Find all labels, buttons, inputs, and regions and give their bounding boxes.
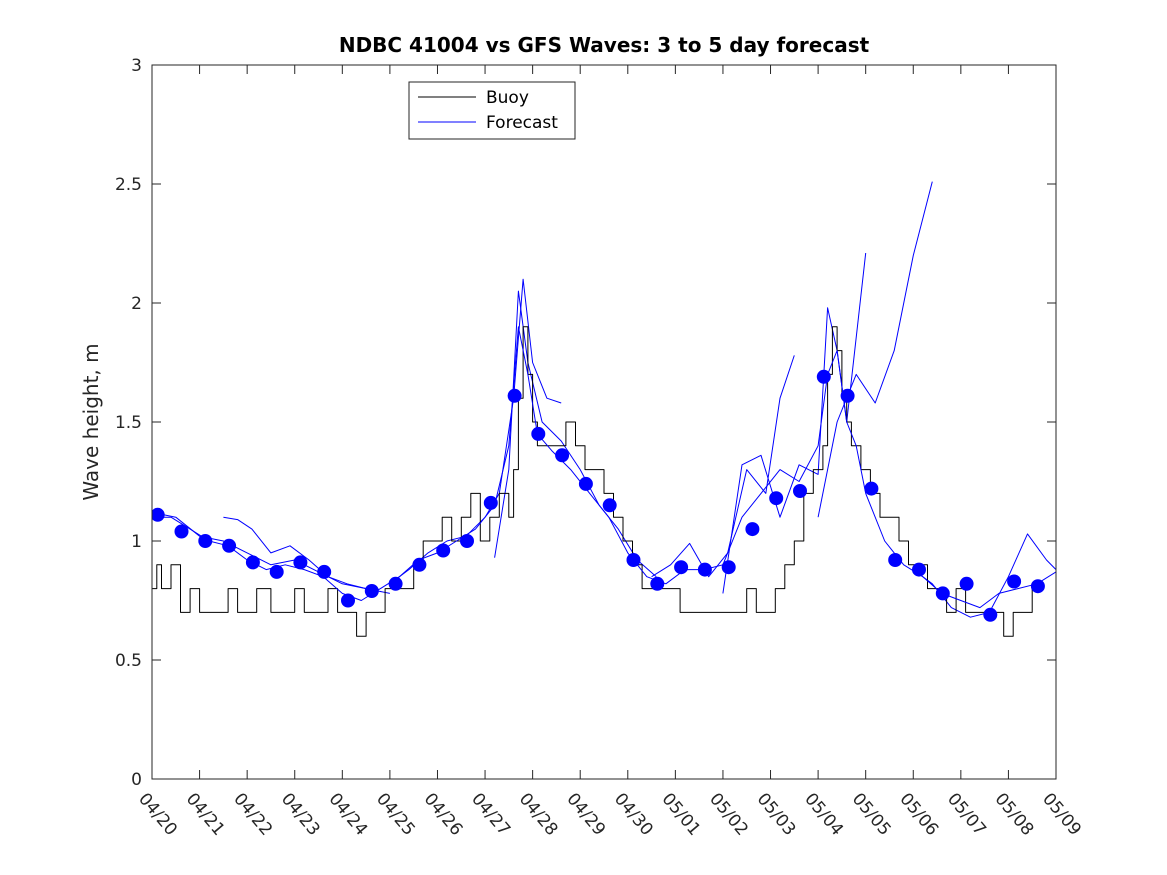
forecast-point [1030, 579, 1045, 594]
y-tick-label: 0.5 [115, 651, 142, 671]
y-tick-label: 2 [131, 294, 142, 314]
forecast-point [578, 476, 593, 491]
forecast-point [555, 448, 570, 463]
y-tick-label: 2.5 [115, 175, 142, 195]
forecast-point [840, 388, 855, 403]
forecast-point [507, 388, 522, 403]
forecast-point [912, 562, 926, 577]
legend-forecast-label: Forecast [486, 113, 558, 133]
forecast-point [436, 543, 451, 558]
forecast-point [364, 584, 379, 598]
forecast-point [697, 562, 712, 577]
forecast-point [460, 534, 474, 548]
forecast-point [816, 369, 831, 384]
forecast-point [721, 560, 736, 575]
forecast-point [793, 484, 807, 498]
forecast-point [483, 495, 498, 510]
forecast-point [745, 522, 760, 537]
forecast-point [769, 491, 784, 506]
forecast-point [293, 555, 308, 570]
y-tick-label: 1.5 [115, 413, 142, 433]
forecast-point [888, 553, 903, 567]
legend-buoy-label: Buoy [486, 88, 529, 108]
forecast-point [388, 576, 403, 591]
forecast-run-line-7 [817, 181, 933, 518]
legend: Buoy Forecast [408, 81, 576, 140]
forecast-run-line-4 [494, 290, 657, 578]
y-tick-label: 0 [131, 770, 142, 790]
forecast-point [152, 507, 165, 522]
forecast-point [650, 576, 665, 591]
forecast-point [412, 557, 427, 572]
forecast-point [198, 534, 213, 548]
buoy-series-line [152, 326, 1033, 637]
forecast-point [174, 524, 189, 539]
forecast-point [983, 607, 998, 622]
forecast-point [674, 560, 689, 575]
forecast-point [935, 586, 950, 601]
forecast-series-line [152, 326, 1056, 609]
y-axis-title: Wave height, m [79, 343, 103, 500]
forecast-point [317, 564, 332, 579]
forecast-point [245, 555, 260, 570]
forecast-point [602, 498, 617, 513]
forecast-point [269, 564, 284, 579]
y-tick-label: 3 [131, 56, 142, 76]
forecast-point [959, 576, 974, 591]
forecast-point [222, 538, 237, 553]
y-tick-label: 1 [131, 532, 142, 552]
forecast-point [1007, 574, 1022, 589]
forecast-run-line-2 [223, 516, 367, 590]
forecast-point [341, 593, 355, 608]
forecast-point [864, 481, 879, 496]
forecast-point [531, 426, 546, 441]
chart-title: NDBC 41004 vs GFS Waves: 3 to 5 day fore… [339, 33, 870, 57]
forecast-point [626, 553, 641, 567]
